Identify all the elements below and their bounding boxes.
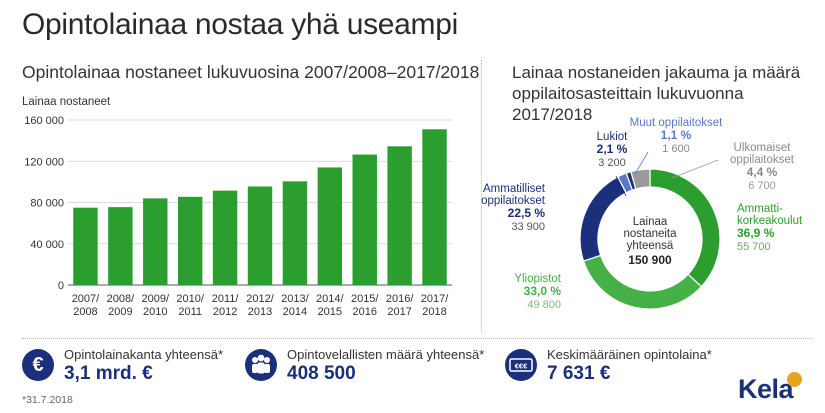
slice-name-label: Ammatilliset bbox=[483, 183, 546, 195]
bar bbox=[422, 129, 447, 285]
donut-title-line: Lainaa nostaneiden jakauma ja määrä oppil… bbox=[512, 63, 801, 124]
slice-count-label: 1 600 bbox=[662, 143, 690, 155]
y-tick-label: 80 000 bbox=[30, 198, 64, 210]
slice-count-label: 33 900 bbox=[511, 221, 545, 233]
page-title: Opintolainaa nostaa yhä useampi bbox=[22, 8, 458, 41]
kpi-value: 7 631 € bbox=[547, 363, 611, 384]
x-tick-label: 2012 bbox=[213, 306, 237, 318]
slice-name-label: Lukiot bbox=[597, 131, 628, 143]
x-tick-label: 2014/ bbox=[316, 293, 344, 305]
x-tick-label: 2008/ bbox=[107, 293, 135, 305]
slice-count-label: 3 200 bbox=[598, 157, 626, 169]
slice-percent-label: 4,4 % bbox=[747, 165, 778, 179]
x-tick-label: 2015/ bbox=[351, 293, 379, 305]
x-tick-label: 2011/ bbox=[212, 293, 240, 305]
kpi-value: 408 500 bbox=[287, 363, 356, 384]
bar bbox=[387, 146, 412, 285]
euro-icon: € bbox=[22, 349, 54, 381]
slice-percent-label: 22,5 % bbox=[508, 206, 546, 220]
slice-count-label: 6 700 bbox=[748, 180, 776, 192]
bar bbox=[212, 190, 238, 285]
bar-chart-title: Opintolainaa nostaneet lukuvuosina 2007/… bbox=[22, 62, 480, 82]
vertical-divider bbox=[481, 60, 482, 332]
kpi-label: Keskimääräinen opintolaina* bbox=[547, 347, 712, 362]
slice-count-label: 49 800 bbox=[527, 299, 561, 311]
slice-name-label: Ammatti- bbox=[737, 203, 783, 215]
x-tick-label: 2017/ bbox=[421, 293, 449, 305]
horizontal-divider bbox=[22, 338, 812, 339]
y-tick-label: 160 000 bbox=[24, 115, 64, 127]
x-tick-label: 2017 bbox=[387, 306, 411, 318]
x-tick-label: 2010/ bbox=[176, 293, 204, 305]
bar bbox=[282, 181, 308, 285]
slice-name-label: oppilaitokset bbox=[730, 154, 795, 166]
kela-logo: Kela bbox=[738, 374, 794, 404]
slice-name-label: Ulkomaiset bbox=[734, 142, 792, 154]
footnote: *31.7.2018 bbox=[22, 394, 73, 406]
donut-center-label: nostaneita bbox=[623, 228, 677, 240]
slice-name-label: korkeakoulut bbox=[737, 215, 803, 227]
donut-slice bbox=[579, 176, 627, 262]
donut-center-label: Lainaa bbox=[633, 216, 668, 228]
x-tick-label: 2016/ bbox=[386, 293, 414, 305]
slice-percent-label: 2,1 % bbox=[597, 142, 628, 156]
slice-name-label: Muut oppilaitokset bbox=[630, 117, 723, 129]
y-tick-label: 0 bbox=[58, 280, 64, 292]
x-tick-label: 2011 bbox=[178, 306, 202, 318]
bar bbox=[352, 154, 377, 285]
people-icon bbox=[245, 349, 277, 381]
bar bbox=[108, 207, 133, 285]
x-tick-label: 2015 bbox=[318, 306, 342, 318]
slice-percent-label: 33,0 % bbox=[524, 284, 562, 298]
banknote-icon: €€€ bbox=[505, 349, 537, 381]
x-tick-label: 2007/ bbox=[72, 293, 100, 305]
bar bbox=[247, 186, 273, 285]
kpi-label: Opintovelallisten määrä yhteensä* bbox=[287, 347, 485, 362]
donut-center-value: 150 900 bbox=[628, 253, 672, 267]
donut-center-label: yhteensä bbox=[627, 240, 674, 252]
bar bbox=[317, 167, 343, 285]
x-tick-label: 2009 bbox=[108, 306, 132, 318]
slice-name-label: oppilaitokset bbox=[481, 195, 546, 207]
slice-percent-label: 1,1 % bbox=[661, 128, 692, 142]
x-tick-label: 2012/ bbox=[246, 293, 274, 305]
slice-name-label: Yliopistot bbox=[514, 273, 561, 285]
y-axis-label: Lainaa nostaneet bbox=[22, 96, 111, 108]
bar bbox=[143, 198, 168, 285]
kela-logo-mark-icon bbox=[787, 372, 802, 387]
x-tick-label: 2018 bbox=[422, 306, 446, 318]
y-tick-label: 40 000 bbox=[30, 239, 64, 251]
x-tick-label: 2008 bbox=[73, 306, 97, 318]
donut-chart-title: Lainaa nostaneiden jakauma ja määrä oppil… bbox=[512, 62, 825, 125]
x-tick-label: 2010 bbox=[143, 306, 167, 318]
slice-count-label: 55 700 bbox=[737, 241, 771, 253]
kpi-label: Opintolainakanta yhteensä* bbox=[64, 347, 224, 362]
leader-line bbox=[615, 175, 627, 197]
x-tick-label: 2009/ bbox=[142, 293, 170, 305]
bar bbox=[73, 207, 98, 285]
x-tick-label: 2013 bbox=[248, 306, 272, 318]
x-tick-label: 2014 bbox=[283, 306, 307, 318]
bar bbox=[177, 196, 203, 285]
leader-line bbox=[671, 159, 719, 179]
leader-line bbox=[634, 151, 649, 175]
x-tick-label: 2016 bbox=[352, 306, 376, 318]
x-tick-label: 2013/ bbox=[281, 293, 309, 305]
banknote-glyph: €€€ bbox=[515, 362, 528, 371]
y-tick-label: 120 000 bbox=[24, 156, 64, 168]
kpi-value: 3,1 mrd. € bbox=[64, 363, 153, 384]
slice-percent-label: 36,9 % bbox=[737, 226, 775, 240]
